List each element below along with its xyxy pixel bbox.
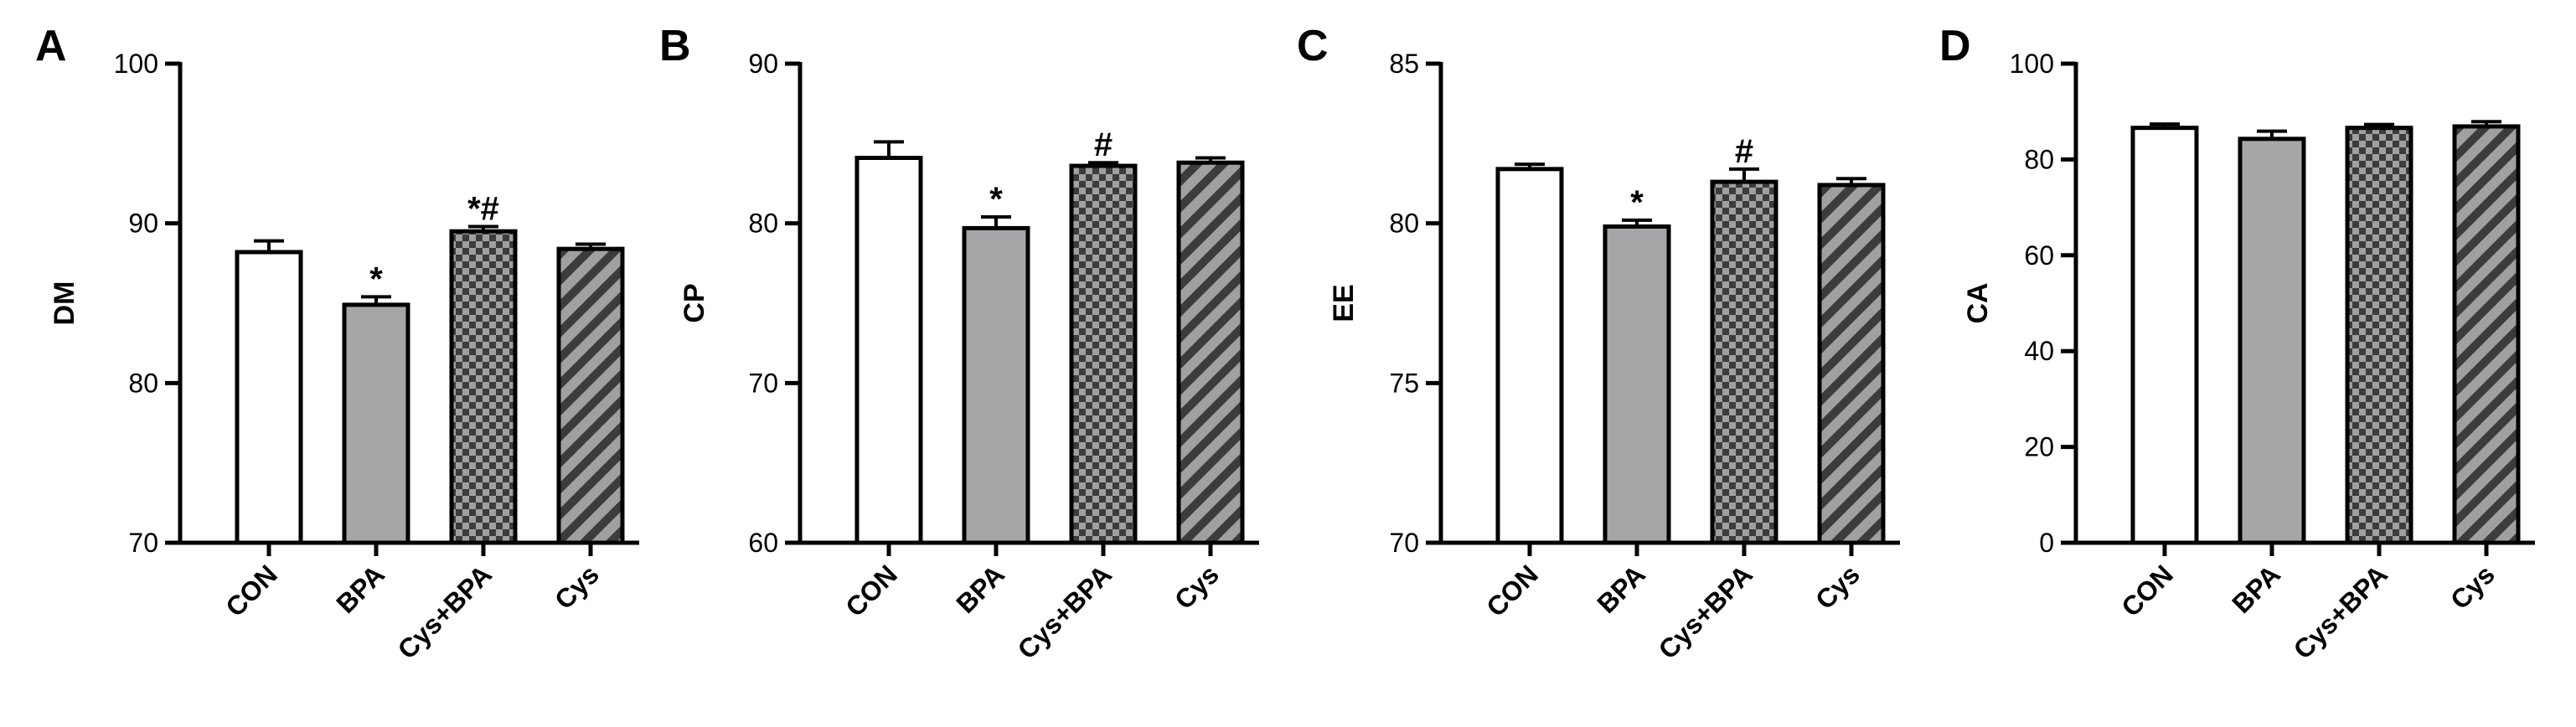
y-tick-label: 70 — [1389, 528, 1419, 558]
y-tick-label: 0 — [2039, 528, 2054, 558]
x-tick-label: Cys — [1809, 559, 1866, 615]
x-tick-label: CON — [839, 559, 903, 622]
x-tick-label: Cys+BPA — [1653, 559, 1758, 664]
y-tick-label: 80 — [1389, 209, 1419, 239]
y-axis-label: CP — [679, 283, 710, 322]
bar-cys — [2452, 124, 2521, 545]
significance-marker: # — [1094, 126, 1112, 163]
y-tick-label: 100 — [114, 49, 158, 79]
bar-cys — [1176, 160, 1245, 545]
y-tick-label: 80 — [2024, 144, 2054, 174]
bar-bpa — [1603, 224, 1671, 545]
bar-bpa — [342, 302, 410, 545]
x-tick-label: BPA — [950, 559, 1010, 619]
x-tick-label: Cys — [2444, 559, 2501, 615]
y-tick-label: 60 — [748, 528, 778, 558]
y-tick-label: 80 — [128, 368, 158, 398]
bar-cys-bpa — [1069, 163, 1138, 545]
y-tick-label: 70 — [128, 528, 158, 558]
significance-marker: * — [1630, 184, 1644, 221]
bar-bpa — [2238, 137, 2306, 545]
x-tick-label: Cys — [549, 559, 605, 615]
x-tick-label: Cys+BPA — [1012, 559, 1118, 664]
panel-dm: A DM CON * BPA *# Cys+BPA Cys 70 80 90 100 — [35, 22, 639, 665]
panel-cp: B CP CON * BPA # Cys+BPA Cys 60 70 80 90 — [659, 22, 1259, 665]
x-tick-label: BPA — [1591, 559, 1651, 619]
x-tick-label: CON — [219, 559, 283, 622]
significance-marker: # — [1735, 133, 1753, 170]
y-axis-label: CA — [1962, 282, 1994, 323]
x-tick-label: BPA — [330, 559, 390, 619]
x-tick-label: Cys+BPA — [2288, 559, 2393, 664]
bar-cys — [556, 246, 625, 545]
x-tick-label: CON — [2115, 559, 2179, 622]
bar-bpa — [962, 225, 1030, 545]
significance-marker: * — [369, 260, 383, 297]
x-tick-label: Cys+BPA — [392, 559, 498, 664]
bar-cys-bpa — [1710, 179, 1778, 545]
y-tick-label: 80 — [748, 209, 778, 239]
significance-marker: *# — [467, 190, 499, 227]
y-tick-label: 75 — [1389, 368, 1419, 398]
panel-letter: A — [35, 22, 67, 70]
x-tick-label: CON — [1480, 559, 1544, 622]
y-tick-label: 20 — [2024, 432, 2054, 462]
panel-ee: C EE CON * BPA # Cys+BPA Cys 70 75 80 85 — [1297, 22, 1900, 665]
significance-marker: * — [989, 181, 1003, 218]
panel-letter: B — [659, 22, 691, 70]
y-tick-label: 70 — [748, 368, 778, 398]
bar-cys — [1817, 183, 1886, 545]
y-tick-label: 85 — [1389, 49, 1419, 79]
x-tick-label: Cys — [1169, 559, 1225, 615]
y-tick-label: 100 — [2010, 49, 2054, 79]
y-tick-label: 60 — [2024, 240, 2054, 271]
y-tick-label: 90 — [128, 209, 158, 239]
panel-letter: D — [1939, 22, 1971, 70]
bar-cys-bpa — [2345, 126, 2413, 545]
y-axis-label: EE — [1328, 284, 1360, 322]
bar-con — [1495, 167, 1564, 545]
panel-letter: C — [1297, 22, 1329, 70]
bar-con — [854, 155, 923, 545]
bar-con — [2130, 126, 2199, 545]
panel-ca: D CA CON BPA Cys+BPA Cys 0 20 40 60 80 100 — [1939, 22, 2535, 665]
y-tick-label: 40 — [2024, 336, 2054, 366]
y-axis-label: DM — [49, 281, 80, 326]
bar-cys-bpa — [449, 229, 518, 545]
bar-con — [235, 250, 303, 545]
x-tick-label: BPA — [2226, 559, 2286, 619]
y-tick-label: 90 — [748, 49, 778, 79]
